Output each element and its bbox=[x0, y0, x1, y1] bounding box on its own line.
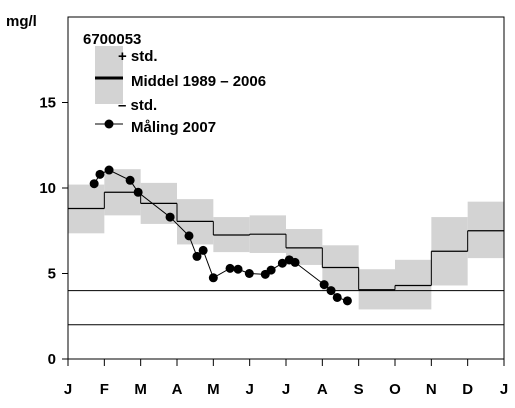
measurement-point bbox=[233, 264, 243, 274]
measurement-point bbox=[208, 273, 218, 283]
x-tick-label: J bbox=[64, 381, 72, 398]
legend-title: 6700053 bbox=[83, 31, 141, 48]
measurement-point bbox=[184, 231, 194, 241]
measurement-point bbox=[290, 257, 300, 267]
measurement-point bbox=[104, 165, 114, 175]
measurement-point bbox=[192, 251, 202, 261]
x-tick-label: J bbox=[245, 381, 253, 398]
x-tick-label: D bbox=[462, 381, 473, 398]
measurement-point bbox=[198, 245, 208, 255]
y-tick-label: 5 bbox=[48, 265, 56, 282]
legend-band bbox=[95, 46, 123, 104]
y-tick-label: 10 bbox=[39, 180, 56, 197]
measurement-point bbox=[125, 175, 135, 185]
x-tick-label: S bbox=[354, 381, 364, 398]
measurement-point bbox=[165, 212, 175, 222]
measurement-point bbox=[319, 280, 329, 290]
x-tick-label: J bbox=[282, 381, 290, 398]
x-tick-label: A bbox=[317, 381, 328, 398]
measurement-point bbox=[326, 286, 336, 296]
x-tick-label: A bbox=[172, 381, 183, 398]
measurement-point bbox=[133, 187, 143, 197]
measurement-point bbox=[95, 169, 105, 179]
measurement-point bbox=[277, 258, 287, 268]
x-tick-label: O bbox=[389, 381, 401, 398]
y-tick-label: 0 bbox=[48, 351, 56, 368]
y-tick-label: 15 bbox=[39, 94, 56, 111]
x-tick-label: M bbox=[207, 381, 220, 398]
measurement-point bbox=[225, 263, 235, 273]
legend: 6700053 + std. Middel 1989 – 2006 – std.… bbox=[83, 31, 266, 136]
legend-label: + std. bbox=[118, 48, 158, 65]
measurement-point bbox=[266, 265, 276, 275]
x-tick-label: F bbox=[100, 381, 109, 398]
measurement-point bbox=[332, 292, 342, 302]
legend-marker bbox=[104, 119, 114, 129]
y-axis-label: mg/l bbox=[6, 13, 37, 30]
legend-label: Måling 2007 bbox=[131, 119, 216, 136]
x-tick-label: N bbox=[426, 381, 437, 398]
measurement-point bbox=[342, 296, 352, 306]
x-tick-label: J bbox=[500, 381, 508, 398]
std-band bbox=[467, 201, 504, 259]
measurement-point bbox=[89, 179, 99, 189]
legend-label: Middel 1989 – 2006 bbox=[131, 73, 266, 90]
legend-label: – std. bbox=[118, 97, 157, 114]
measurement-point bbox=[244, 269, 254, 278]
std-band bbox=[395, 259, 432, 310]
x-tick-label: M bbox=[134, 381, 147, 398]
